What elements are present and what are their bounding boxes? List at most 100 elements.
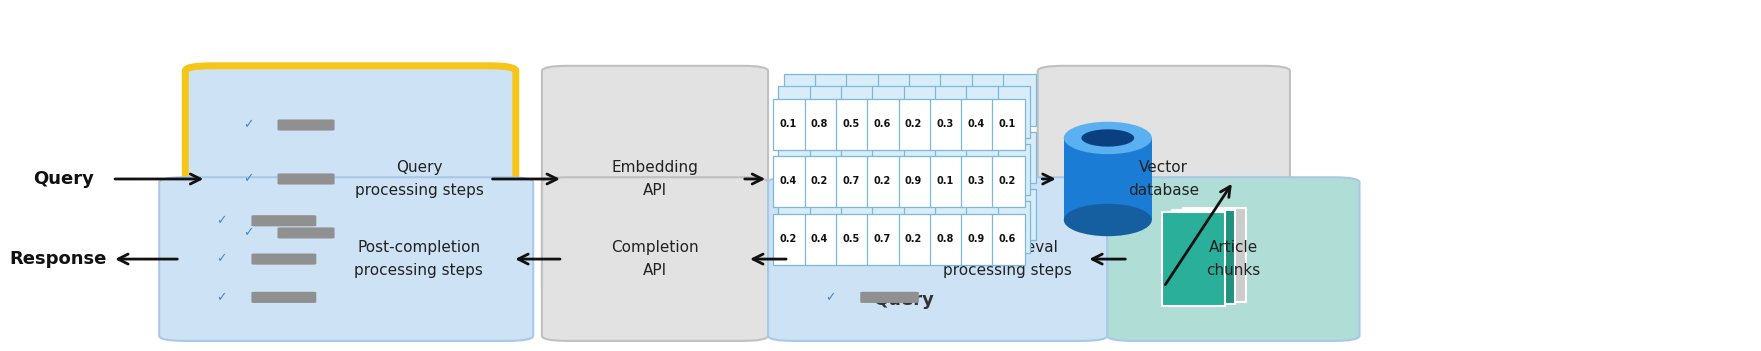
Text: ✓: ✓ [243, 226, 254, 239]
Ellipse shape [1064, 204, 1152, 236]
FancyBboxPatch shape [861, 253, 919, 265]
FancyBboxPatch shape [998, 86, 1030, 138]
FancyBboxPatch shape [1162, 212, 1226, 306]
Text: 0.3: 0.3 [937, 119, 953, 129]
FancyBboxPatch shape [940, 189, 972, 240]
FancyBboxPatch shape [903, 86, 937, 138]
Ellipse shape [1081, 129, 1134, 147]
Text: 0.9: 0.9 [905, 176, 923, 186]
FancyBboxPatch shape [872, 201, 905, 253]
FancyBboxPatch shape [1183, 208, 1245, 302]
FancyBboxPatch shape [158, 177, 534, 341]
FancyBboxPatch shape [962, 99, 993, 150]
FancyBboxPatch shape [1037, 66, 1289, 292]
FancyBboxPatch shape [842, 144, 873, 195]
Text: Completion
API: Completion API [611, 240, 699, 278]
Text: 0.5: 0.5 [842, 234, 859, 244]
FancyBboxPatch shape [810, 144, 842, 195]
FancyBboxPatch shape [909, 74, 942, 126]
FancyBboxPatch shape [773, 156, 807, 207]
Text: 0.8: 0.8 [810, 119, 828, 129]
Text: 0.4: 0.4 [780, 176, 798, 186]
FancyBboxPatch shape [542, 66, 768, 292]
FancyBboxPatch shape [778, 201, 812, 253]
FancyBboxPatch shape [898, 156, 932, 207]
FancyBboxPatch shape [836, 156, 868, 207]
FancyBboxPatch shape [898, 99, 932, 150]
FancyBboxPatch shape [962, 213, 993, 265]
FancyBboxPatch shape [836, 213, 868, 265]
FancyBboxPatch shape [805, 156, 836, 207]
Text: 0.2: 0.2 [905, 234, 923, 244]
FancyBboxPatch shape [252, 253, 317, 265]
FancyBboxPatch shape [768, 177, 1108, 341]
FancyBboxPatch shape [815, 74, 847, 126]
FancyBboxPatch shape [866, 99, 900, 150]
Text: 0.2: 0.2 [998, 176, 1016, 186]
FancyBboxPatch shape [930, 99, 963, 150]
FancyBboxPatch shape [847, 74, 879, 126]
FancyBboxPatch shape [1004, 189, 1035, 240]
FancyBboxPatch shape [778, 144, 812, 195]
FancyBboxPatch shape [842, 86, 873, 138]
FancyBboxPatch shape [993, 213, 1025, 265]
FancyBboxPatch shape [836, 99, 868, 150]
Text: ✓: ✓ [826, 253, 836, 266]
Text: 0.7: 0.7 [873, 234, 891, 244]
Text: Article
chunks: Article chunks [1206, 240, 1261, 278]
Text: ✓: ✓ [217, 214, 227, 227]
Text: 0.8: 0.8 [937, 234, 953, 244]
Text: 0.7: 0.7 [842, 176, 859, 186]
Text: 0.4: 0.4 [812, 234, 828, 244]
FancyBboxPatch shape [903, 201, 937, 253]
FancyBboxPatch shape [185, 66, 516, 292]
FancyBboxPatch shape [810, 86, 842, 138]
FancyBboxPatch shape [998, 144, 1030, 195]
Text: 0.1: 0.1 [937, 176, 953, 186]
FancyBboxPatch shape [278, 119, 335, 131]
Text: ✓: ✓ [826, 214, 836, 227]
FancyBboxPatch shape [993, 99, 1025, 150]
FancyBboxPatch shape [877, 189, 910, 240]
FancyBboxPatch shape [877, 132, 910, 183]
FancyBboxPatch shape [278, 173, 335, 185]
FancyBboxPatch shape [866, 213, 900, 265]
FancyBboxPatch shape [962, 156, 993, 207]
Text: 0.1: 0.1 [998, 119, 1016, 129]
FancyBboxPatch shape [784, 189, 817, 240]
FancyBboxPatch shape [1064, 138, 1152, 220]
FancyBboxPatch shape [903, 144, 937, 195]
FancyBboxPatch shape [778, 86, 812, 138]
FancyBboxPatch shape [805, 99, 836, 150]
Text: ✓: ✓ [217, 291, 227, 304]
FancyBboxPatch shape [972, 189, 1004, 240]
Text: 0.9: 0.9 [967, 234, 984, 244]
Text: Vector
database: Vector database [1129, 160, 1199, 198]
FancyBboxPatch shape [967, 144, 998, 195]
FancyBboxPatch shape [1004, 132, 1035, 183]
FancyBboxPatch shape [773, 213, 807, 265]
Text: 0.3: 0.3 [967, 176, 984, 186]
FancyBboxPatch shape [861, 215, 919, 226]
Text: 0.2: 0.2 [873, 176, 891, 186]
Text: ✓: ✓ [243, 119, 254, 132]
FancyBboxPatch shape [847, 189, 879, 240]
FancyBboxPatch shape [784, 74, 817, 126]
FancyBboxPatch shape [542, 177, 768, 341]
Text: 0.2: 0.2 [905, 119, 923, 129]
FancyBboxPatch shape [861, 292, 919, 303]
FancyBboxPatch shape [810, 201, 842, 253]
Text: 0.2: 0.2 [780, 234, 798, 244]
Text: Query
processing steps: Query processing steps [354, 160, 484, 198]
Text: ✓: ✓ [217, 253, 227, 266]
FancyBboxPatch shape [972, 132, 1004, 183]
FancyBboxPatch shape [940, 74, 972, 126]
Text: 0.2: 0.2 [812, 176, 828, 186]
Text: 0.5: 0.5 [842, 119, 859, 129]
FancyBboxPatch shape [252, 215, 317, 226]
FancyBboxPatch shape [815, 189, 847, 240]
FancyBboxPatch shape [898, 213, 932, 265]
FancyBboxPatch shape [866, 156, 900, 207]
Text: Response: Response [9, 250, 107, 268]
Text: 0.6: 0.6 [873, 119, 891, 129]
